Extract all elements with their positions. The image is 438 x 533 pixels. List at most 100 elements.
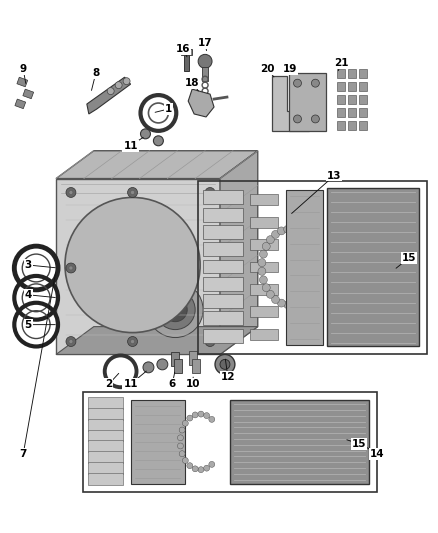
Bar [203,225,243,239]
Circle shape [66,188,76,197]
Bar [88,462,123,474]
Bar [203,243,243,256]
Circle shape [155,290,195,329]
Bar [337,95,345,104]
Text: 9: 9 [20,64,27,74]
Bar [174,359,182,373]
Circle shape [131,340,134,343]
Bar [250,329,278,340]
Text: 17: 17 [198,38,212,49]
Circle shape [208,340,212,343]
Circle shape [293,115,301,123]
Text: 15: 15 [402,253,416,263]
Bar [203,208,243,222]
Circle shape [208,190,212,195]
Circle shape [297,228,304,236]
Circle shape [258,259,266,266]
Bar [189,351,197,365]
Circle shape [198,411,204,417]
Bar [184,53,189,71]
Circle shape [293,79,301,87]
Circle shape [262,284,270,292]
Circle shape [205,336,215,346]
Circle shape [266,236,274,244]
Bar [359,69,367,78]
Circle shape [65,197,200,333]
Circle shape [198,54,212,68]
Circle shape [192,412,198,418]
Circle shape [83,215,182,314]
Bar [203,311,243,325]
Bar [88,440,123,452]
Circle shape [148,282,203,337]
Text: 10: 10 [186,379,201,389]
Circle shape [141,129,150,139]
Bar [88,408,123,420]
Text: 6: 6 [169,379,176,389]
Circle shape [182,421,188,426]
Circle shape [290,300,298,308]
Bar [348,121,356,130]
Circle shape [302,294,310,302]
Bar [250,217,278,228]
Bar [88,397,123,409]
Circle shape [182,457,188,464]
Circle shape [272,296,279,304]
Circle shape [272,230,279,238]
Circle shape [66,336,76,346]
Circle shape [187,463,193,469]
Circle shape [297,298,304,306]
Bar [337,82,345,91]
Bar [23,89,34,99]
Circle shape [204,413,210,418]
Bar [337,121,345,130]
Circle shape [209,416,215,422]
Bar [88,419,123,431]
Text: 14: 14 [370,449,384,459]
Text: 2: 2 [105,379,112,389]
Bar [88,451,123,463]
Bar [171,352,179,366]
Bar [359,108,367,117]
Circle shape [258,268,266,276]
Bar [202,67,208,81]
Circle shape [93,225,172,305]
Text: 15: 15 [352,439,366,449]
Bar [203,260,243,273]
Circle shape [120,253,145,277]
Bar [348,108,356,117]
Circle shape [266,290,274,298]
Text: 1: 1 [165,104,172,114]
Bar [15,99,26,109]
Polygon shape [56,151,258,179]
Circle shape [66,263,76,273]
Bar [337,108,345,117]
Bar [250,239,278,250]
Circle shape [209,462,215,467]
Circle shape [157,359,168,370]
Circle shape [302,232,310,240]
Circle shape [153,136,163,146]
Text: 8: 8 [92,68,99,78]
Polygon shape [188,89,214,117]
Bar [250,284,278,295]
Text: 4: 4 [25,290,32,300]
Circle shape [311,79,319,87]
Bar [181,50,192,55]
Bar [286,190,323,344]
Circle shape [208,266,212,270]
Circle shape [215,354,235,374]
Circle shape [205,263,215,273]
Circle shape [113,245,152,285]
Text: 11: 11 [124,141,138,151]
Bar [203,277,243,290]
Text: 11: 11 [124,379,138,389]
Circle shape [107,87,114,94]
Circle shape [177,435,184,441]
Text: 19: 19 [283,64,297,74]
Circle shape [115,82,122,88]
Polygon shape [220,151,258,354]
Circle shape [259,250,267,258]
Circle shape [204,465,210,471]
Circle shape [284,301,292,309]
